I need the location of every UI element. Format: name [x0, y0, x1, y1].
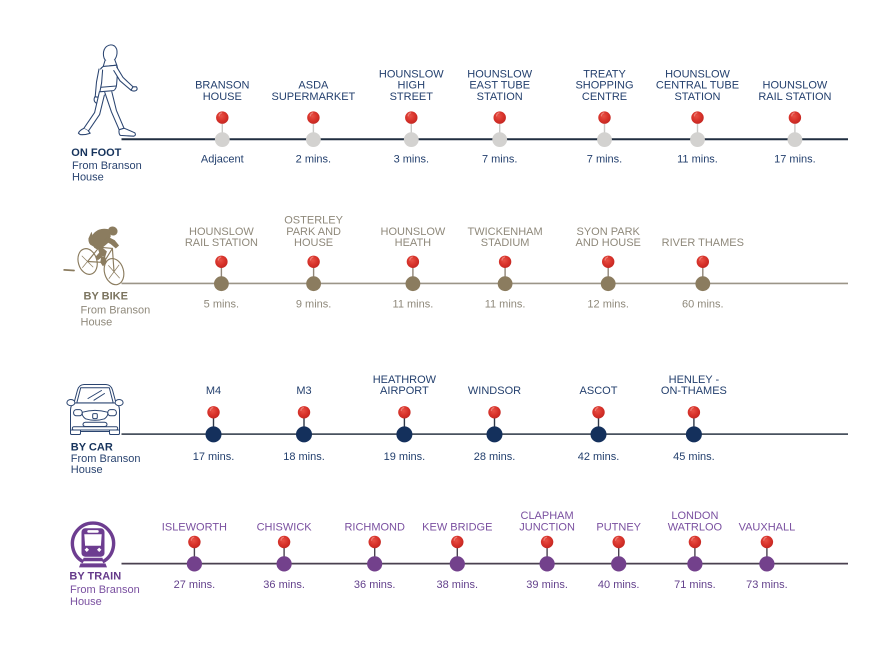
svg-text:BY BIKE: BY BIKE: [84, 291, 128, 303]
svg-text:40 mins.: 40 mins.: [598, 579, 640, 591]
svg-text:BY CAR: BY CAR: [71, 442, 113, 454]
svg-text:36 mins.: 36 mins.: [263, 579, 305, 591]
svg-text:ON-THAMES: ON-THAMES: [661, 385, 727, 397]
svg-text:JUNCTION: JUNCTION: [519, 521, 575, 533]
svg-text:From Branson: From Branson: [71, 453, 141, 465]
svg-text:Adjacent: Adjacent: [201, 154, 244, 166]
svg-text:17 mins.: 17 mins.: [774, 154, 816, 166]
svg-text:From Branson: From Branson: [70, 584, 140, 596]
svg-text:11 mins.: 11 mins.: [485, 298, 526, 310]
svg-text:AIRPORT: AIRPORT: [380, 385, 429, 397]
svg-text:M4: M4: [206, 385, 221, 397]
svg-text:SHOPPING: SHOPPING: [575, 80, 633, 92]
svg-text:18 mins.: 18 mins.: [283, 451, 325, 463]
svg-text:ASDA: ASDA: [298, 80, 329, 92]
svg-text:71 mins.: 71 mins.: [674, 579, 716, 591]
svg-text:HOUNSLOW: HOUNSLOW: [379, 68, 444, 80]
svg-text:HEATHROW: HEATHROW: [373, 374, 437, 386]
svg-text:From Branson: From Branson: [81, 305, 151, 317]
svg-text:BY TRAIN: BY TRAIN: [69, 571, 121, 583]
svg-text:STATION: STATION: [477, 91, 523, 103]
svg-text:ISLEWORTH: ISLEWORTH: [162, 521, 227, 533]
svg-text:PUTNEY: PUTNEY: [596, 521, 641, 533]
svg-text:CLAPHAM: CLAPHAM: [521, 510, 574, 522]
svg-text:HEATH: HEATH: [395, 237, 432, 249]
svg-text:TREATY: TREATY: [583, 68, 626, 80]
svg-text:WINDSOR: WINDSOR: [468, 385, 521, 397]
svg-text:ASCOT: ASCOT: [580, 385, 618, 397]
svg-text:STADIUM: STADIUM: [481, 237, 530, 249]
svg-text:House: House: [70, 596, 102, 608]
svg-text:SYON PARK: SYON PARK: [577, 226, 641, 238]
svg-text:5 mins.: 5 mins.: [204, 298, 239, 310]
svg-text:RAIL STATION: RAIL STATION: [758, 91, 831, 103]
svg-text:STREET: STREET: [390, 91, 434, 103]
svg-text:9 mins.: 9 mins.: [296, 298, 331, 310]
svg-text:BRANSON: BRANSON: [195, 80, 249, 92]
svg-text:TWICKENHAM: TWICKENHAM: [468, 226, 543, 238]
svg-text:KEW BRIDGE: KEW BRIDGE: [422, 521, 492, 533]
svg-text:28 mins.: 28 mins.: [474, 451, 516, 463]
svg-text:73 mins.: 73 mins.: [746, 579, 788, 591]
svg-text:CENTRAL TUBE: CENTRAL TUBE: [656, 80, 739, 92]
svg-text:RAIL STATION: RAIL STATION: [185, 237, 258, 249]
svg-text:LONDON: LONDON: [671, 510, 718, 522]
svg-text:OSTERLEY: OSTERLEY: [284, 215, 343, 227]
svg-text:45 mins.: 45 mins.: [673, 451, 715, 463]
svg-text:RIVER THAMES: RIVER THAMES: [662, 237, 744, 249]
svg-text:36 mins.: 36 mins.: [354, 579, 396, 591]
svg-text:HOUNSLOW: HOUNSLOW: [763, 80, 828, 92]
svg-text:HENLEY -: HENLEY -: [669, 374, 720, 386]
svg-text:House: House: [71, 464, 103, 476]
svg-text:2 mins.: 2 mins.: [296, 154, 331, 166]
svg-text:House: House: [72, 172, 104, 184]
svg-text:7 mins.: 7 mins.: [482, 154, 517, 166]
svg-text:ON FOOT: ON FOOT: [71, 147, 121, 159]
svg-text:AND HOUSE: AND HOUSE: [575, 237, 640, 249]
svg-text:HOUNSLOW: HOUNSLOW: [467, 68, 532, 80]
svg-text:11 mins.: 11 mins.: [677, 154, 718, 166]
svg-text:VAUXHALL: VAUXHALL: [739, 521, 796, 533]
svg-text:CENTRE: CENTRE: [582, 91, 627, 103]
svg-text:12 mins.: 12 mins.: [587, 298, 629, 310]
svg-text:EAST TUBE: EAST TUBE: [469, 80, 530, 92]
svg-text:3 mins.: 3 mins.: [394, 154, 429, 166]
svg-text:SUPERMARKET: SUPERMARKET: [272, 91, 356, 103]
svg-text:HOUNSLOW: HOUNSLOW: [381, 226, 446, 238]
svg-text:11 mins.: 11 mins.: [393, 298, 434, 310]
svg-text:STATION: STATION: [674, 91, 720, 103]
svg-text:RICHMOND: RICHMOND: [344, 521, 405, 533]
svg-text:HOUNSLOW: HOUNSLOW: [189, 226, 254, 238]
svg-text:39 mins.: 39 mins.: [526, 579, 568, 591]
svg-text:PARK AND: PARK AND: [286, 226, 341, 238]
svg-text:HOUSE: HOUSE: [203, 91, 242, 103]
svg-text:60 mins.: 60 mins.: [682, 298, 724, 310]
svg-text:From Branson: From Branson: [72, 160, 142, 172]
svg-text:WATRLOO: WATRLOO: [668, 521, 723, 533]
svg-text:House: House: [81, 317, 113, 329]
svg-text:19 mins.: 19 mins.: [384, 451, 426, 463]
svg-text:17 mins.: 17 mins.: [193, 451, 235, 463]
svg-text:HOUSE: HOUSE: [294, 237, 333, 249]
svg-text:M3: M3: [296, 385, 311, 397]
svg-text:HIGH: HIGH: [398, 80, 426, 92]
svg-text:27 mins.: 27 mins.: [174, 579, 216, 591]
svg-text:38 mins.: 38 mins.: [437, 579, 479, 591]
svg-text:7 mins.: 7 mins.: [587, 154, 622, 166]
svg-text:HOUNSLOW: HOUNSLOW: [665, 68, 730, 80]
svg-text:42 mins.: 42 mins.: [578, 451, 620, 463]
svg-text:CHISWICK: CHISWICK: [257, 521, 313, 533]
